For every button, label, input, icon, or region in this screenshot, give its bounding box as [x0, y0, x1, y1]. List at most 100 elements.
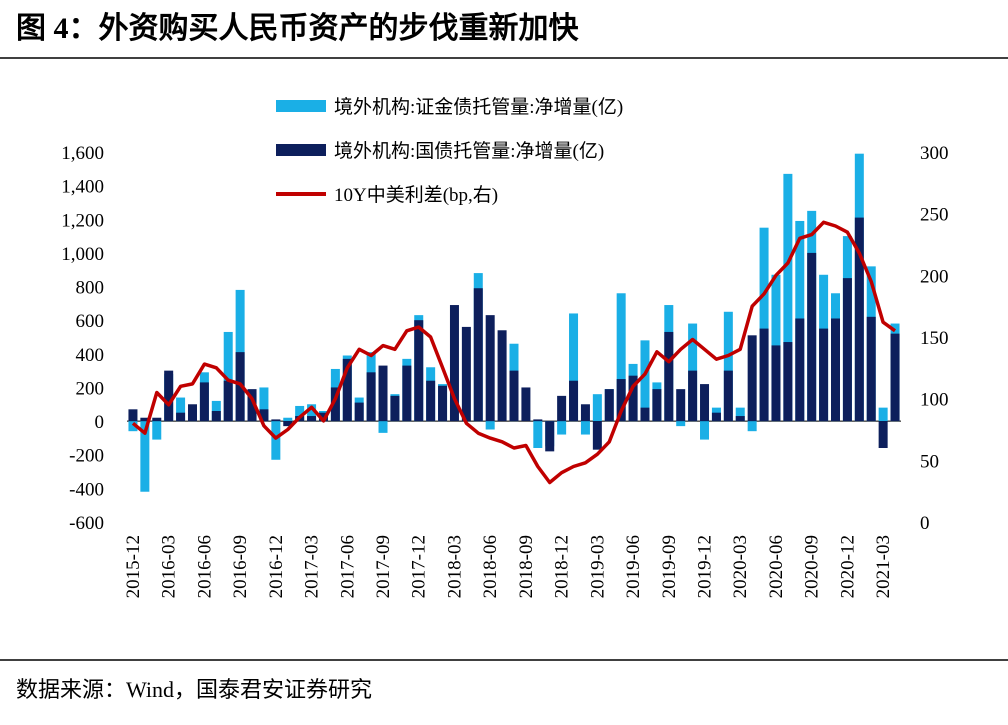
- bar: [533, 421, 543, 448]
- bar: [688, 370, 698, 422]
- bar: [569, 380, 579, 422]
- x-tick-label: 2015-12: [123, 535, 144, 598]
- legend-swatch: [276, 144, 326, 156]
- bar: [819, 328, 829, 422]
- bar: [652, 389, 662, 422]
- bar: [557, 395, 567, 422]
- bar: [747, 421, 757, 432]
- bar: [521, 387, 531, 422]
- bar: [735, 416, 745, 422]
- bar: [223, 380, 233, 422]
- x-tick-label: 2016-06: [194, 535, 215, 598]
- bar: [735, 407, 745, 422]
- x-tick-label: 2019-03: [587, 535, 608, 598]
- y-tick-label: 800: [76, 278, 105, 299]
- line: [131, 220, 897, 485]
- bar: [426, 380, 436, 422]
- bar: [152, 421, 162, 440]
- y2-tick-label: 150: [920, 328, 949, 349]
- x-tick-label: 2020-03: [730, 535, 751, 598]
- y-tick-label: 400: [76, 345, 105, 366]
- bar: [664, 331, 674, 422]
- bar: [545, 421, 555, 452]
- bar: [176, 412, 186, 422]
- bar: [878, 421, 888, 448]
- y2-tick-label: 50: [920, 451, 939, 472]
- bar: [354, 402, 364, 422]
- bar: [378, 365, 388, 422]
- y-tick-label: -400: [69, 479, 104, 500]
- x-tick-label: 2020-12: [837, 535, 858, 598]
- x-tick-label: 2016-03: [159, 535, 180, 598]
- bar: [604, 389, 614, 422]
- title: 图 4：外资购买人民币资产的步伐重新加快: [16, 12, 579, 45]
- bar: [259, 387, 269, 422]
- bar: [700, 421, 710, 440]
- bar: [580, 404, 590, 422]
- legend-label: 境外机构:国债托管量:净增量(亿): [334, 140, 604, 162]
- bar: [616, 293, 626, 422]
- bar: [676, 421, 686, 427]
- bar: [187, 404, 197, 422]
- legend-label: 10Y中美利差(bp,右): [334, 184, 498, 206]
- y-tick-label: 200: [76, 378, 105, 399]
- bar: [890, 333, 900, 422]
- bar: [700, 384, 710, 422]
- x-tick-label: 2019-12: [695, 535, 716, 598]
- x-tick-label: 2016-09: [230, 535, 251, 598]
- x-tick-label: 2018-09: [516, 535, 537, 598]
- y2-tick-label: 300: [920, 143, 949, 164]
- x-tick-label: 2020-06: [766, 535, 787, 598]
- bar: [438, 385, 448, 422]
- bar: [295, 405, 305, 422]
- y-tick-label: 1,000: [61, 244, 104, 265]
- y-tick-label: -600: [69, 513, 104, 534]
- x-tick-label: 2020-09: [802, 535, 823, 598]
- bar: [414, 320, 424, 422]
- y2-tick-label: 200: [920, 266, 949, 287]
- y2-tick-label: 100: [920, 390, 949, 411]
- bar: [128, 421, 138, 432]
- bar: [580, 421, 590, 435]
- y-tick-label: 1,400: [61, 177, 104, 198]
- bar: [271, 421, 281, 460]
- x-tick-label: 2021-03: [873, 535, 894, 598]
- bar: [390, 395, 400, 422]
- x-tick-label: 2017-09: [373, 535, 394, 598]
- bar: [676, 389, 686, 422]
- bar: [461, 326, 471, 422]
- bar: [366, 372, 376, 422]
- bar: [318, 412, 328, 422]
- bar: [747, 335, 757, 422]
- legend-label: 境外机构:证金债托管量:净增量(亿): [334, 96, 623, 118]
- bar: [307, 416, 317, 422]
- y-tick-label: 1,600: [61, 143, 104, 164]
- bar: [283, 417, 293, 422]
- bar: [485, 421, 495, 430]
- y2-tick-label: 0: [920, 513, 930, 534]
- source: 数据来源：Wind，国泰君安证券研究: [16, 677, 372, 702]
- x-tick-label: 2019-09: [659, 535, 680, 598]
- x-tick-label: 2018-03: [444, 535, 465, 598]
- bar: [211, 411, 221, 422]
- bar: [711, 412, 721, 422]
- y2-tick-label: 250: [920, 205, 949, 226]
- bar: [199, 382, 209, 422]
- bar: [176, 397, 186, 422]
- x-tick-label: 2017-12: [409, 535, 430, 598]
- bar: [497, 330, 507, 422]
- bar: [759, 328, 769, 422]
- bar: [759, 227, 769, 422]
- bar: [449, 305, 459, 422]
- bar: [783, 173, 793, 422]
- bar: [592, 421, 602, 450]
- bar: [640, 407, 650, 422]
- bar: [271, 419, 281, 422]
- bar: [259, 409, 269, 422]
- bar: [247, 389, 257, 422]
- bar: [140, 417, 150, 422]
- bar: [878, 407, 888, 422]
- legend-swatch: [276, 100, 326, 112]
- bar: [473, 288, 483, 422]
